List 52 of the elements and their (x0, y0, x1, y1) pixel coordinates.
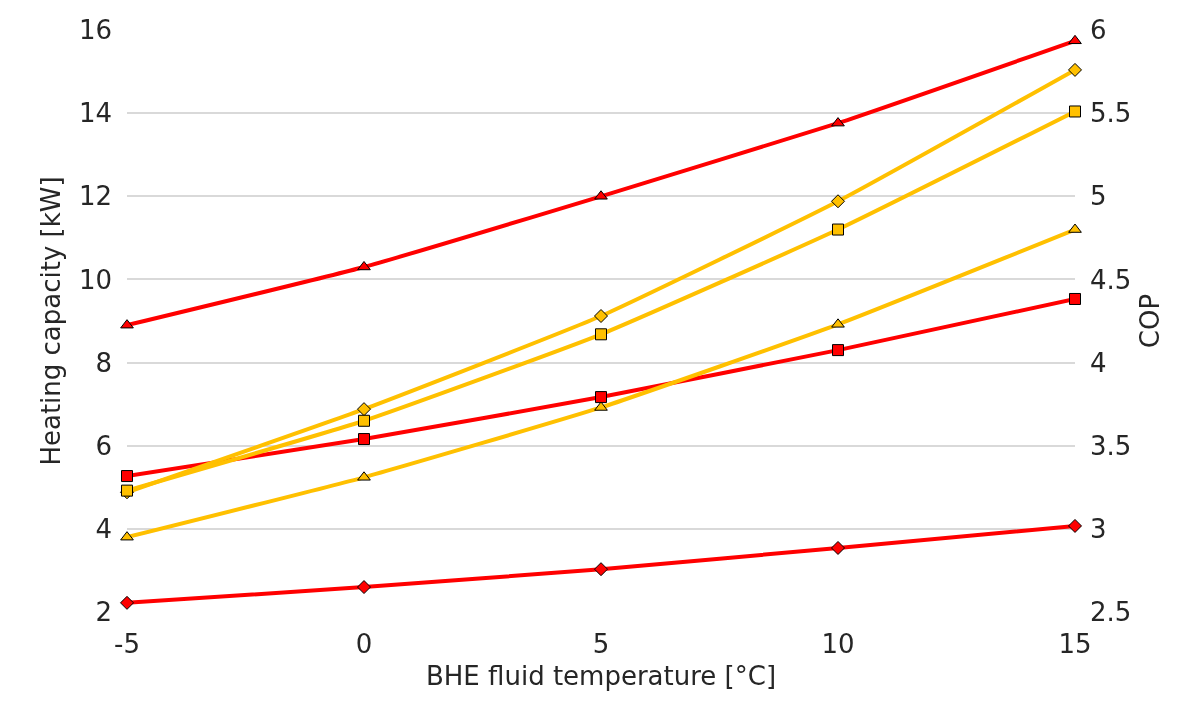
point (357, 260, 371, 271)
y2-axis-title: COP (1135, 293, 1166, 349)
point (120, 595, 134, 610)
point (594, 309, 608, 324)
point (595, 391, 607, 404)
y-tick-label: 14 (78, 98, 112, 129)
point (1069, 292, 1081, 305)
y2-tick-label: 4 (1090, 347, 1107, 378)
point (1068, 223, 1082, 233)
point (594, 562, 608, 577)
point (358, 414, 370, 427)
point (832, 223, 844, 236)
point (594, 190, 608, 200)
y-tick-label: 6 (95, 430, 112, 461)
point (357, 580, 371, 595)
y-tick-label: 12 (78, 181, 112, 212)
point (1068, 62, 1082, 77)
y2-tick-label: 2.5 (1090, 597, 1132, 628)
point (832, 344, 844, 357)
x-axis-title: BHE fluid temperature [°C] (425, 660, 777, 691)
x-tick-label: 10 (821, 629, 855, 659)
point (831, 318, 845, 328)
x-tick-label: 0 (355, 629, 373, 659)
y2-tick-label: 5.5 (1090, 98, 1132, 129)
point (1068, 34, 1082, 45)
y2-tick-label: 3.5 (1090, 430, 1132, 461)
x-tick-label: 5 (592, 629, 610, 659)
y-tick-label: 4 (95, 513, 112, 544)
point (594, 401, 608, 411)
x-tick-label: 15 (1058, 629, 1092, 659)
point (1068, 518, 1082, 533)
point (595, 328, 607, 341)
point (1069, 105, 1081, 118)
y2-tick-label: 6 (1090, 15, 1107, 46)
point (831, 540, 845, 555)
point (120, 319, 134, 329)
point (120, 531, 134, 541)
y-tick-label: 10 (78, 264, 112, 295)
y2-tick-label: 5 (1090, 181, 1107, 212)
point (357, 402, 371, 417)
point (357, 471, 371, 481)
point (358, 433, 370, 446)
y2-tick-label: 3 (1090, 513, 1107, 544)
x-tick-label: -5 (114, 629, 140, 659)
y-tick-label: 8 (95, 347, 112, 378)
point (121, 470, 133, 483)
y-tick-label: 16 (78, 15, 112, 46)
y-axis-title: Heating capacity [kW] (36, 176, 67, 466)
y2-tick-label: 4.5 (1090, 264, 1132, 295)
point (831, 194, 845, 209)
y-tick-label: 2 (95, 597, 112, 628)
point (831, 117, 845, 127)
